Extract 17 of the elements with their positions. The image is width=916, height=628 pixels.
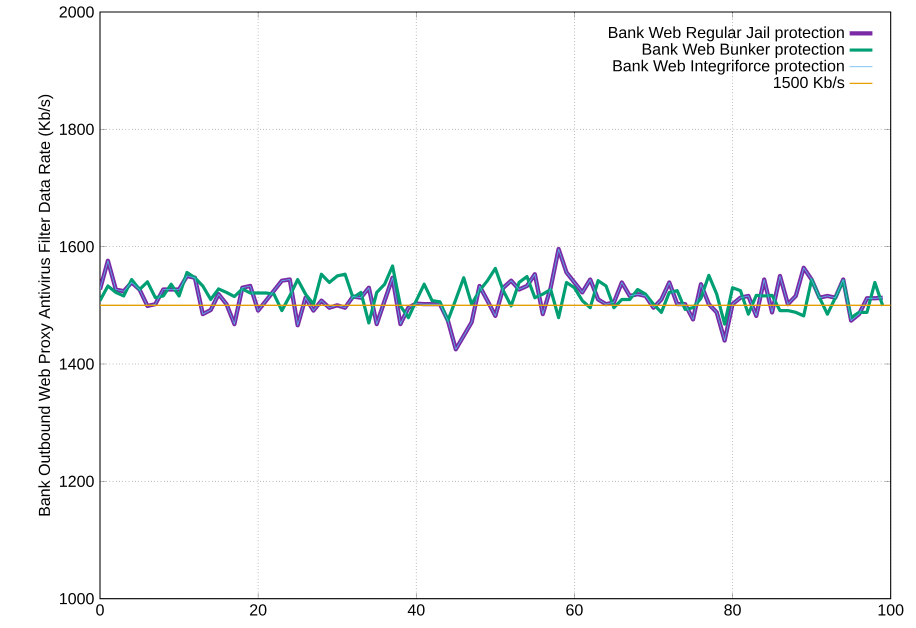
x-tick-label: 0 <box>96 604 104 616</box>
legend-label: Bank Web Integriforce protection <box>613 60 844 75</box>
x-tick-label: 60 <box>566 604 583 616</box>
y-tick-label: 1000 <box>60 593 94 604</box>
y-tick-label: 1800 <box>60 124 94 135</box>
y-tick-label: 2000 <box>60 6 94 18</box>
x-tick-label: 20 <box>250 604 266 616</box>
x-tick-label: 100 <box>878 604 904 616</box>
x-tick-label: 40 <box>408 604 425 616</box>
x-tick-label: 80 <box>724 604 741 616</box>
y-tick-label: 1600 <box>60 241 94 252</box>
legend-label: Bank Web Regular Jail protection <box>609 26 844 42</box>
y-tick-label: 1400 <box>60 358 94 370</box>
y-axis-title: Bank Outbound Web Proxy Antivirus Filter Data Rate (Kb/s) <box>38 94 54 516</box>
legend-label: Bank Web Bunker protection <box>642 43 844 58</box>
y-tick-label: 1200 <box>60 476 94 487</box>
legend-label: 1500 Kb/s <box>774 76 844 88</box>
